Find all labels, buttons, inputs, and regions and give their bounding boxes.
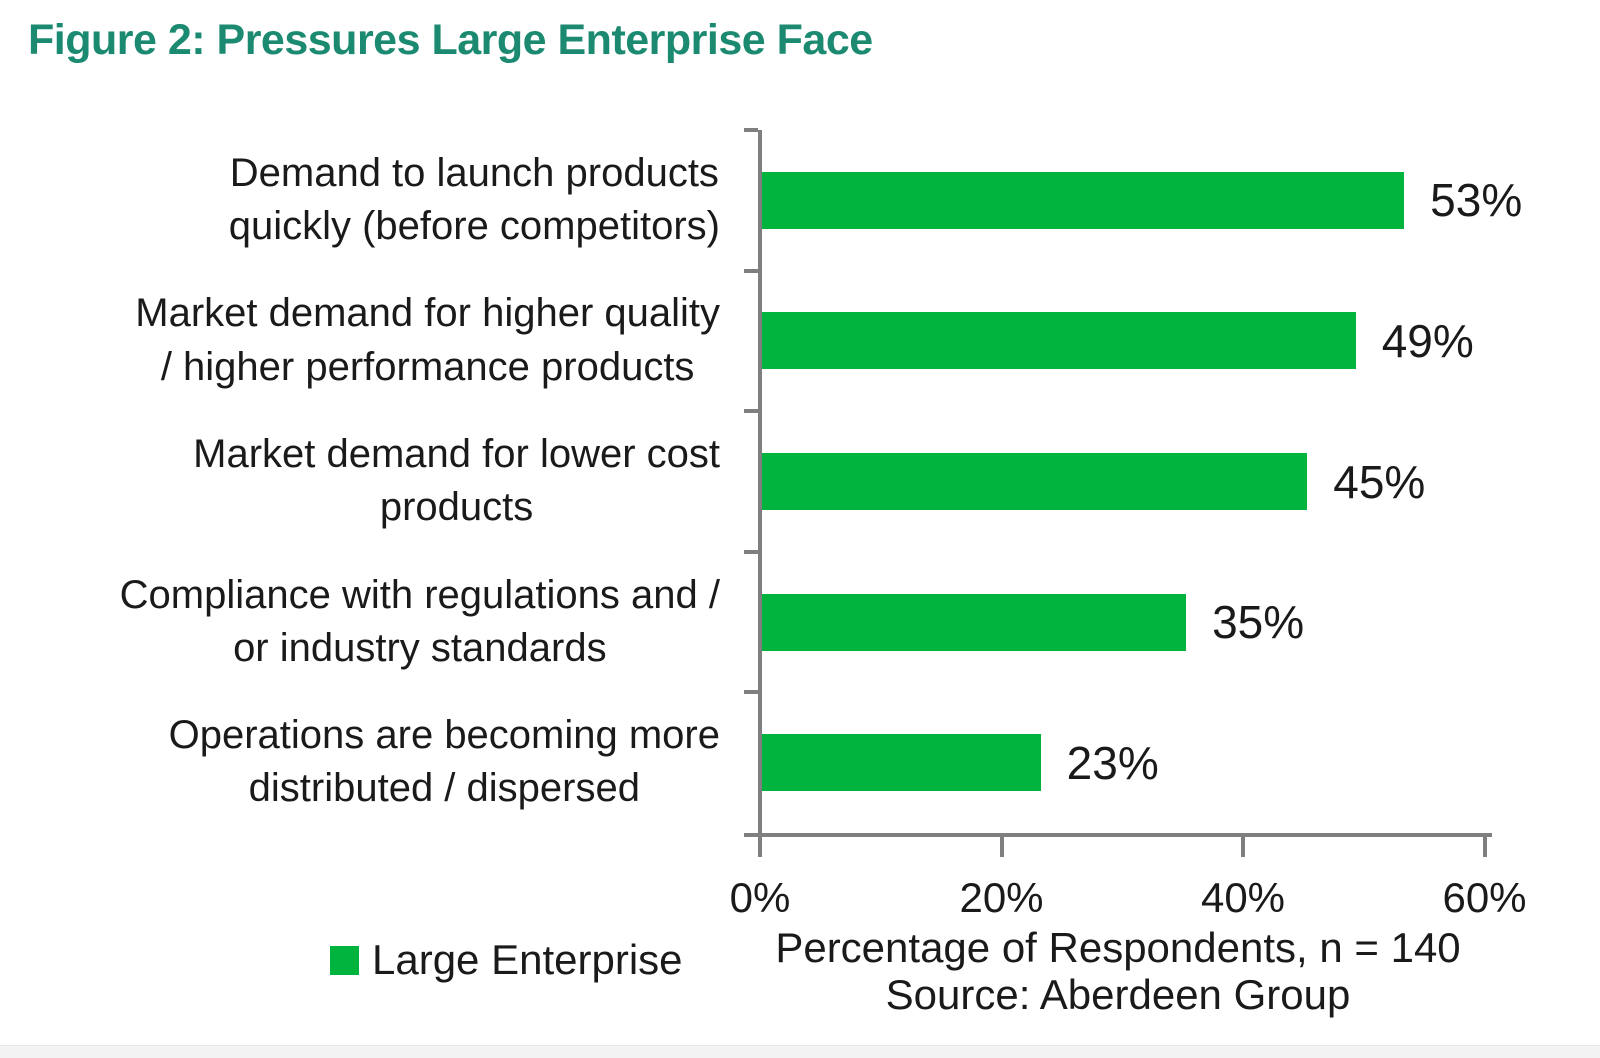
- y-axis-tick: [744, 268, 758, 273]
- y-axis-tick: [744, 409, 758, 414]
- x-axis-line: [744, 833, 1492, 837]
- bar-operations: [762, 734, 1041, 792]
- bar-lower-cost: [762, 453, 1308, 510]
- bar-value-label: 45%: [1333, 455, 1426, 508]
- y-axis-tick: [744, 690, 758, 695]
- category-label: Operations are becoming more distributed…: [169, 692, 720, 832]
- bar-value-label: 23%: [1066, 736, 1159, 789]
- category-label: Demand to launch products quickly (befor…: [229, 130, 720, 270]
- bar-compliance: [762, 593, 1187, 651]
- x-tick-label-20: 20%: [959, 874, 1044, 921]
- category-label: Market demand for higher quality / highe…: [135, 271, 720, 411]
- bar-value-label: 49%: [1381, 314, 1474, 367]
- x-axis-caption: Percentage of Respondents, n = 140: [775, 924, 1461, 971]
- category-label: Compliance with regulations and / or ind…: [120, 552, 720, 692]
- x-axis-tick: [999, 833, 1004, 857]
- x-tick-label-40: 40%: [1200, 874, 1286, 921]
- x-axis-tick: [1482, 833, 1487, 857]
- source-caption: Source: Aberdeen Group: [885, 971, 1351, 1018]
- category-label: Market demand for lower cost products: [193, 411, 720, 551]
- y-axis-tick: [744, 128, 758, 132]
- category-label-text: Compliance with regulations and / or ind…: [119, 572, 720, 670]
- bar-value-label: 35%: [1212, 596, 1305, 649]
- y-axis-line: [758, 130, 762, 837]
- legend-label: Large Enterprise: [372, 936, 683, 983]
- page-edge-strip: [0, 1045, 1600, 1058]
- x-tick-label-0: 0%: [729, 874, 791, 921]
- bar-higher-quality: [762, 312, 1356, 370]
- x-axis-tick: [1241, 833, 1245, 857]
- figure-title: Figure 2: Pressures Large Enterprise Fac…: [28, 16, 873, 64]
- x-tick-label-60: 60%: [1442, 874, 1527, 921]
- bar-demand-launch: [762, 171, 1405, 229]
- y-axis-tick: [744, 549, 758, 554]
- category-label-text: Operations are becoming more distributed…: [168, 713, 720, 811]
- category-label-text: Market demand for higher quality / highe…: [135, 291, 720, 389]
- legend-swatch: [330, 945, 359, 975]
- x-axis-tick: [758, 833, 762, 857]
- category-label-text: Market demand for lower cost products: [193, 432, 720, 530]
- legend: Large Enterprise: [330, 934, 683, 986]
- category-label-text: Demand to launch products quickly (befor…: [228, 150, 720, 248]
- bar-value-label: 53%: [1430, 174, 1523, 227]
